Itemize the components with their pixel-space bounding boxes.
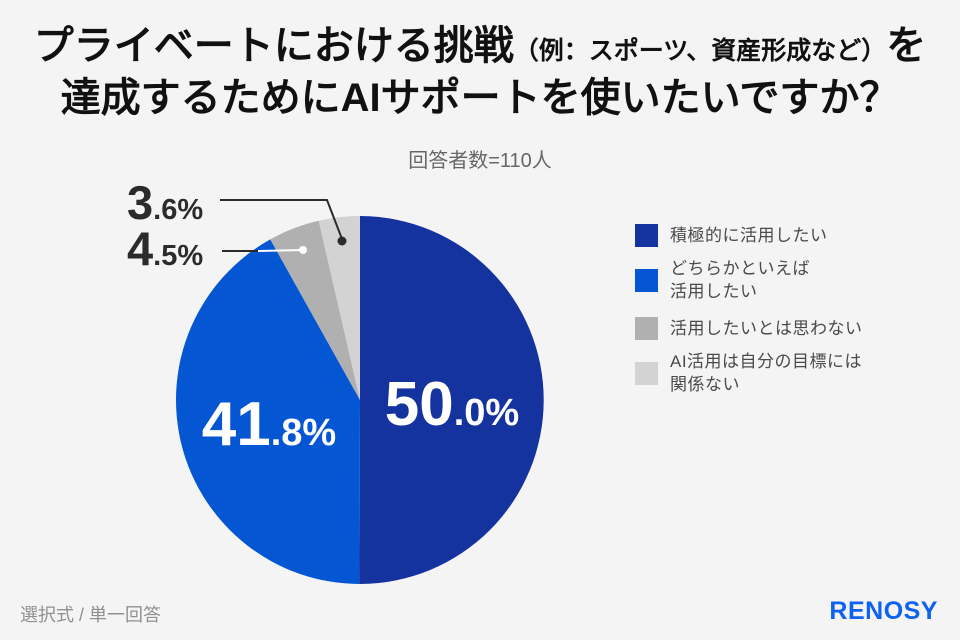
- leader-dot-3-6: [337, 236, 347, 246]
- legend-item-4: AI活用は自分の目標には 関係ない: [635, 350, 863, 396]
- slice-label-50-0: 50.0%: [385, 374, 519, 436]
- title-note-text: （例：スポーツ、資産形成など）: [513, 37, 887, 65]
- title-line-1: プライベートにおける挑戦（例：スポーツ、資産形成など）を: [0, 26, 960, 66]
- callout-3-6-main: 3: [127, 176, 154, 229]
- title-suffix-text: を: [886, 24, 927, 68]
- legend-swatch-3: [635, 317, 658, 340]
- legend-label-1: 積極的に活用したい: [670, 226, 828, 245]
- legend-label-4: AI活用は自分の目標には 関係ない: [670, 352, 863, 394]
- pie-slices-group: [176, 216, 544, 585]
- slice-label-41-rest: .8%: [270, 412, 337, 454]
- leader-line-3-6: [220, 199, 343, 240]
- legend-swatch-2: [635, 268, 658, 292]
- slice-label-41-8: 41.8%: [202, 394, 336, 456]
- renosy-logo: RENOSY: [829, 597, 938, 625]
- callout-4-5-main: 4: [127, 222, 154, 275]
- slice-label-41-main: 41: [201, 390, 271, 459]
- leader-dot-4-5: [299, 246, 307, 254]
- legend: 積極的に活用したい どちらかといえば 活用したい 活用したいとは思わない AI活…: [635, 224, 863, 396]
- callout-4-5-rest: .5%: [153, 240, 204, 272]
- page-title: プライベートにおける挑戦（例：スポーツ、資産形成など）を 達成するためにAIサポ…: [0, 26, 960, 118]
- legend-item-3: 活用したいとは思わない: [635, 317, 863, 340]
- callout-label-4-5: 4.5%: [127, 225, 203, 272]
- respondents-count: 回答者数=110人: [408, 150, 552, 172]
- pie-slice-2: [176, 239, 360, 584]
- callout-leader-lines: [220, 199, 347, 254]
- pie-slice-4: [318, 216, 360, 400]
- pie-slice-1: [359, 216, 544, 585]
- title-main-text: プライベートにおける挑戦: [33, 24, 514, 68]
- pie-chart: [176, 199, 544, 585]
- slice-label-50-main: 50: [384, 370, 454, 439]
- pie-slice-3: [270, 220, 360, 400]
- callout-label-3-6: 3.6%: [127, 179, 203, 226]
- legend-item-2: どちらかといえば 活用したい: [635, 257, 863, 303]
- legend-swatch-1: [635, 224, 658, 247]
- legend-label-3: 活用したいとは思わない: [670, 319, 863, 338]
- legend-label-2: どちらかといえば 活用したい: [670, 259, 810, 301]
- legend-swatch-4: [635, 361, 658, 385]
- callout-3-6-rest: .6%: [153, 194, 204, 226]
- title-line-2: 達成するためにAIサポートを使いたいですか？: [60, 76, 900, 120]
- slice-label-50-rest: .0%: [453, 392, 520, 434]
- legend-item-1: 積極的に活用したい: [635, 224, 863, 247]
- leader-line-4-5-inner: [257, 249, 304, 252]
- answer-method-note: 選択式 / 単一回答: [20, 605, 162, 625]
